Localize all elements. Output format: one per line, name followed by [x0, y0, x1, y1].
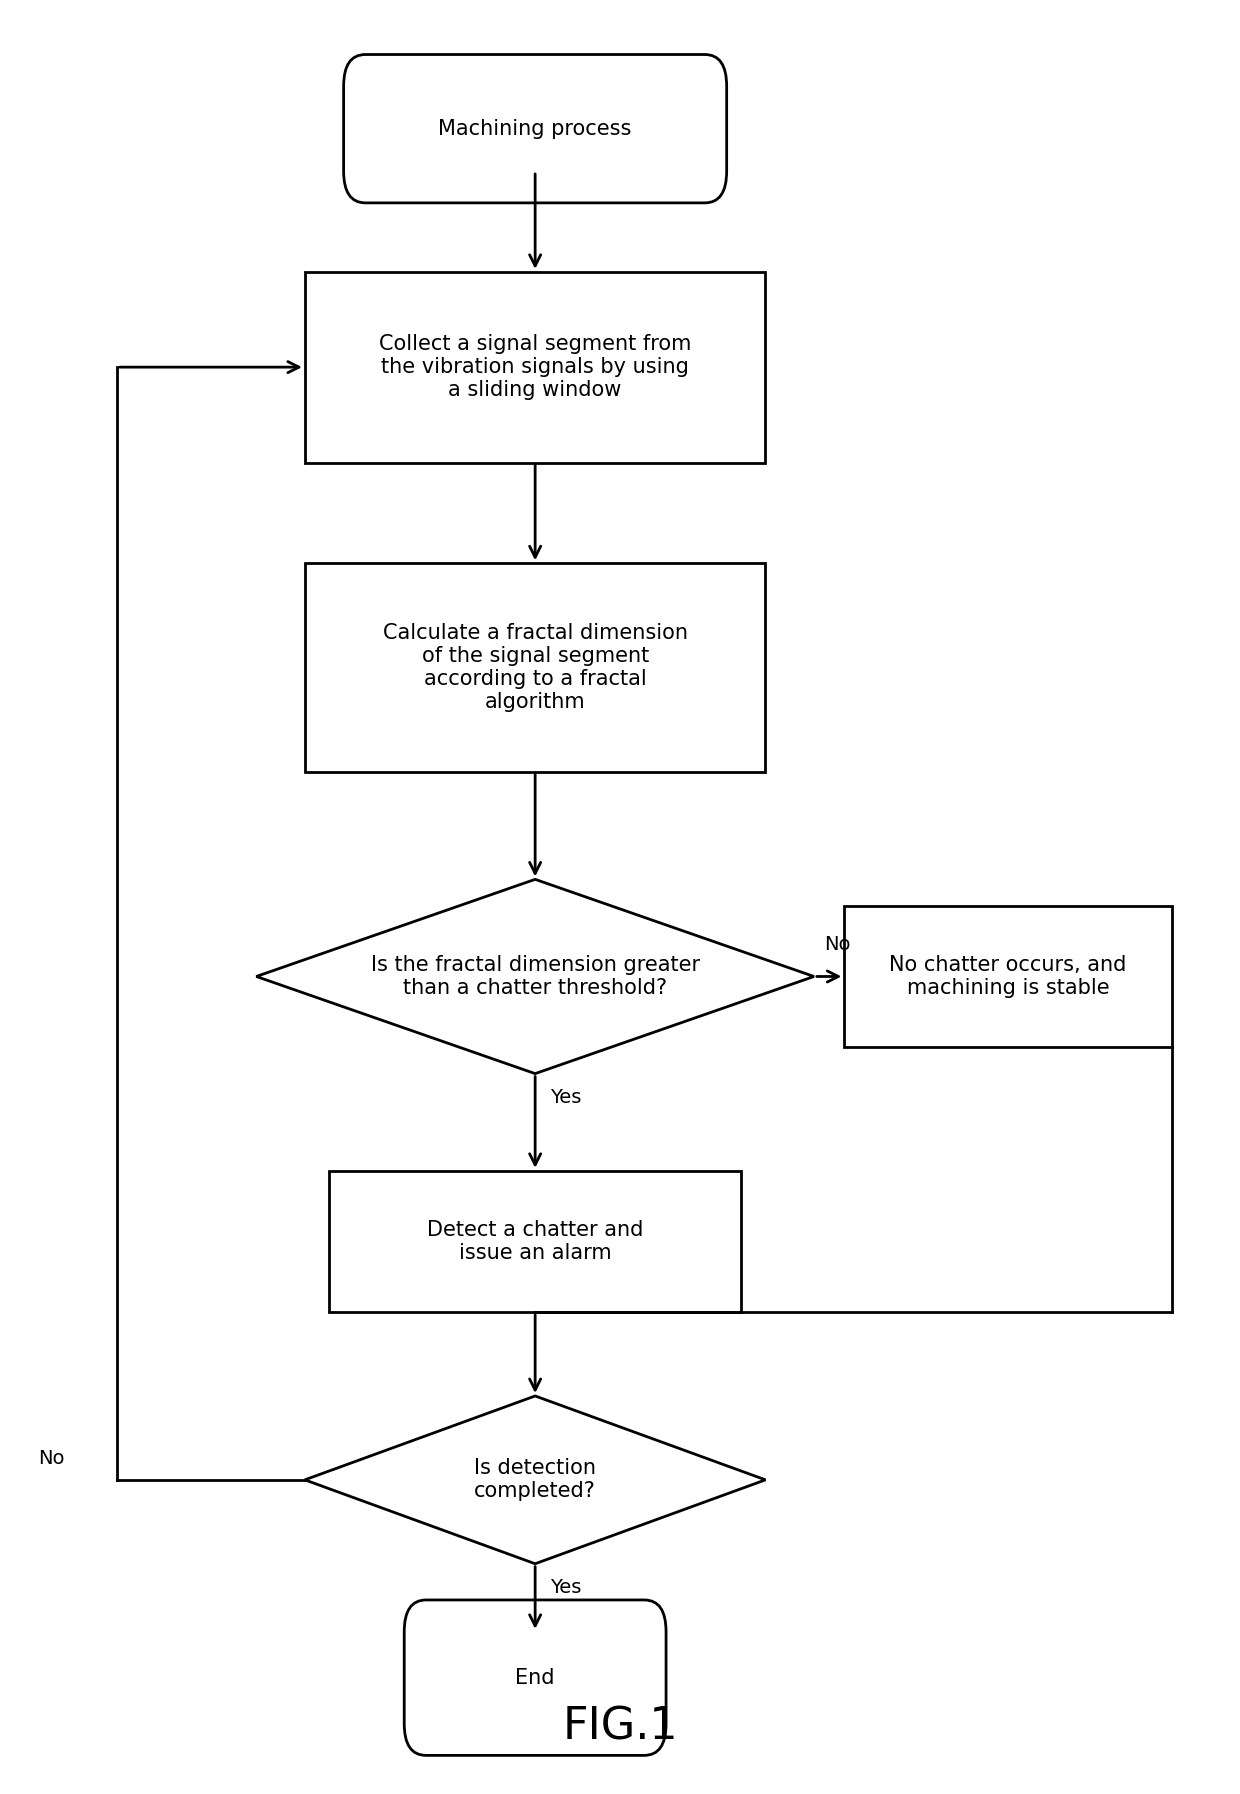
Bar: [844, 906, 1172, 1048]
Text: Is the fractal dimension greater
than a chatter threshold?: Is the fractal dimension greater than a …: [371, 954, 699, 997]
Text: No: No: [823, 935, 851, 954]
FancyBboxPatch shape: [404, 1600, 666, 1755]
Bar: [329, 1171, 742, 1311]
Text: No: No: [38, 1450, 64, 1467]
Text: Yes: Yes: [549, 1087, 582, 1107]
Text: FIG.1: FIG.1: [562, 1706, 678, 1749]
Bar: [305, 563, 765, 771]
Polygon shape: [257, 879, 813, 1073]
Text: Collect a signal segment from
the vibration signals by using
a sliding window: Collect a signal segment from the vibrat…: [379, 334, 692, 400]
Bar: [305, 271, 765, 463]
Polygon shape: [305, 1396, 765, 1564]
Text: End: End: [516, 1668, 554, 1688]
FancyBboxPatch shape: [343, 54, 727, 203]
Text: Is detection
completed?: Is detection completed?: [474, 1459, 596, 1502]
Text: Detect a chatter and
issue an alarm: Detect a chatter and issue an alarm: [427, 1220, 644, 1263]
Text: Yes: Yes: [549, 1579, 582, 1597]
Text: Machining process: Machining process: [439, 118, 632, 138]
Text: Calculate a fractal dimension
of the signal segment
according to a fractal
algor: Calculate a fractal dimension of the sig…: [383, 623, 688, 712]
Text: No chatter occurs, and
machining is stable: No chatter occurs, and machining is stab…: [889, 954, 1127, 997]
